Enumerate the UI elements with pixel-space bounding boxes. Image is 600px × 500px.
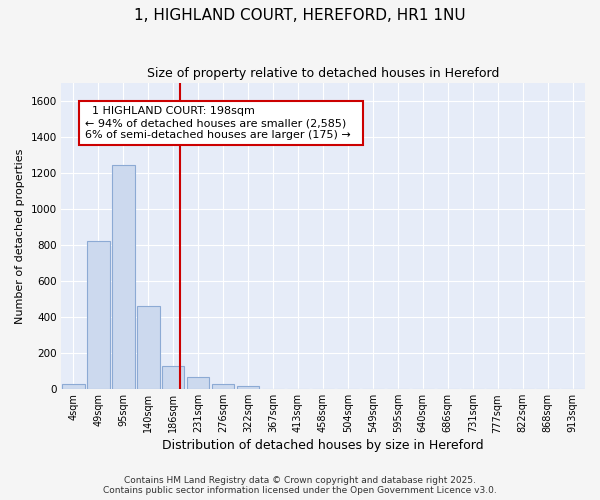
Y-axis label: Number of detached properties: Number of detached properties <box>15 148 25 324</box>
Text: Contains HM Land Registry data © Crown copyright and database right 2025.
Contai: Contains HM Land Registry data © Crown c… <box>103 476 497 495</box>
Text: 1 HIGHLAND COURT: 198sqm
← 94% of detached houses are smaller (2,585)
6% of semi: 1 HIGHLAND COURT: 198sqm ← 94% of detach… <box>85 106 358 140</box>
Bar <box>87 242 110 389</box>
Bar <box>112 165 134 389</box>
Bar <box>187 377 209 389</box>
Text: 1, HIGHLAND COURT, HEREFORD, HR1 1NU: 1, HIGHLAND COURT, HEREFORD, HR1 1NU <box>134 8 466 22</box>
Bar <box>62 384 85 389</box>
Bar <box>137 306 160 389</box>
Title: Size of property relative to detached houses in Hereford: Size of property relative to detached ho… <box>147 68 499 80</box>
Bar <box>237 386 259 389</box>
X-axis label: Distribution of detached houses by size in Hereford: Distribution of detached houses by size … <box>162 440 484 452</box>
Bar <box>162 366 184 389</box>
Bar <box>212 384 235 389</box>
